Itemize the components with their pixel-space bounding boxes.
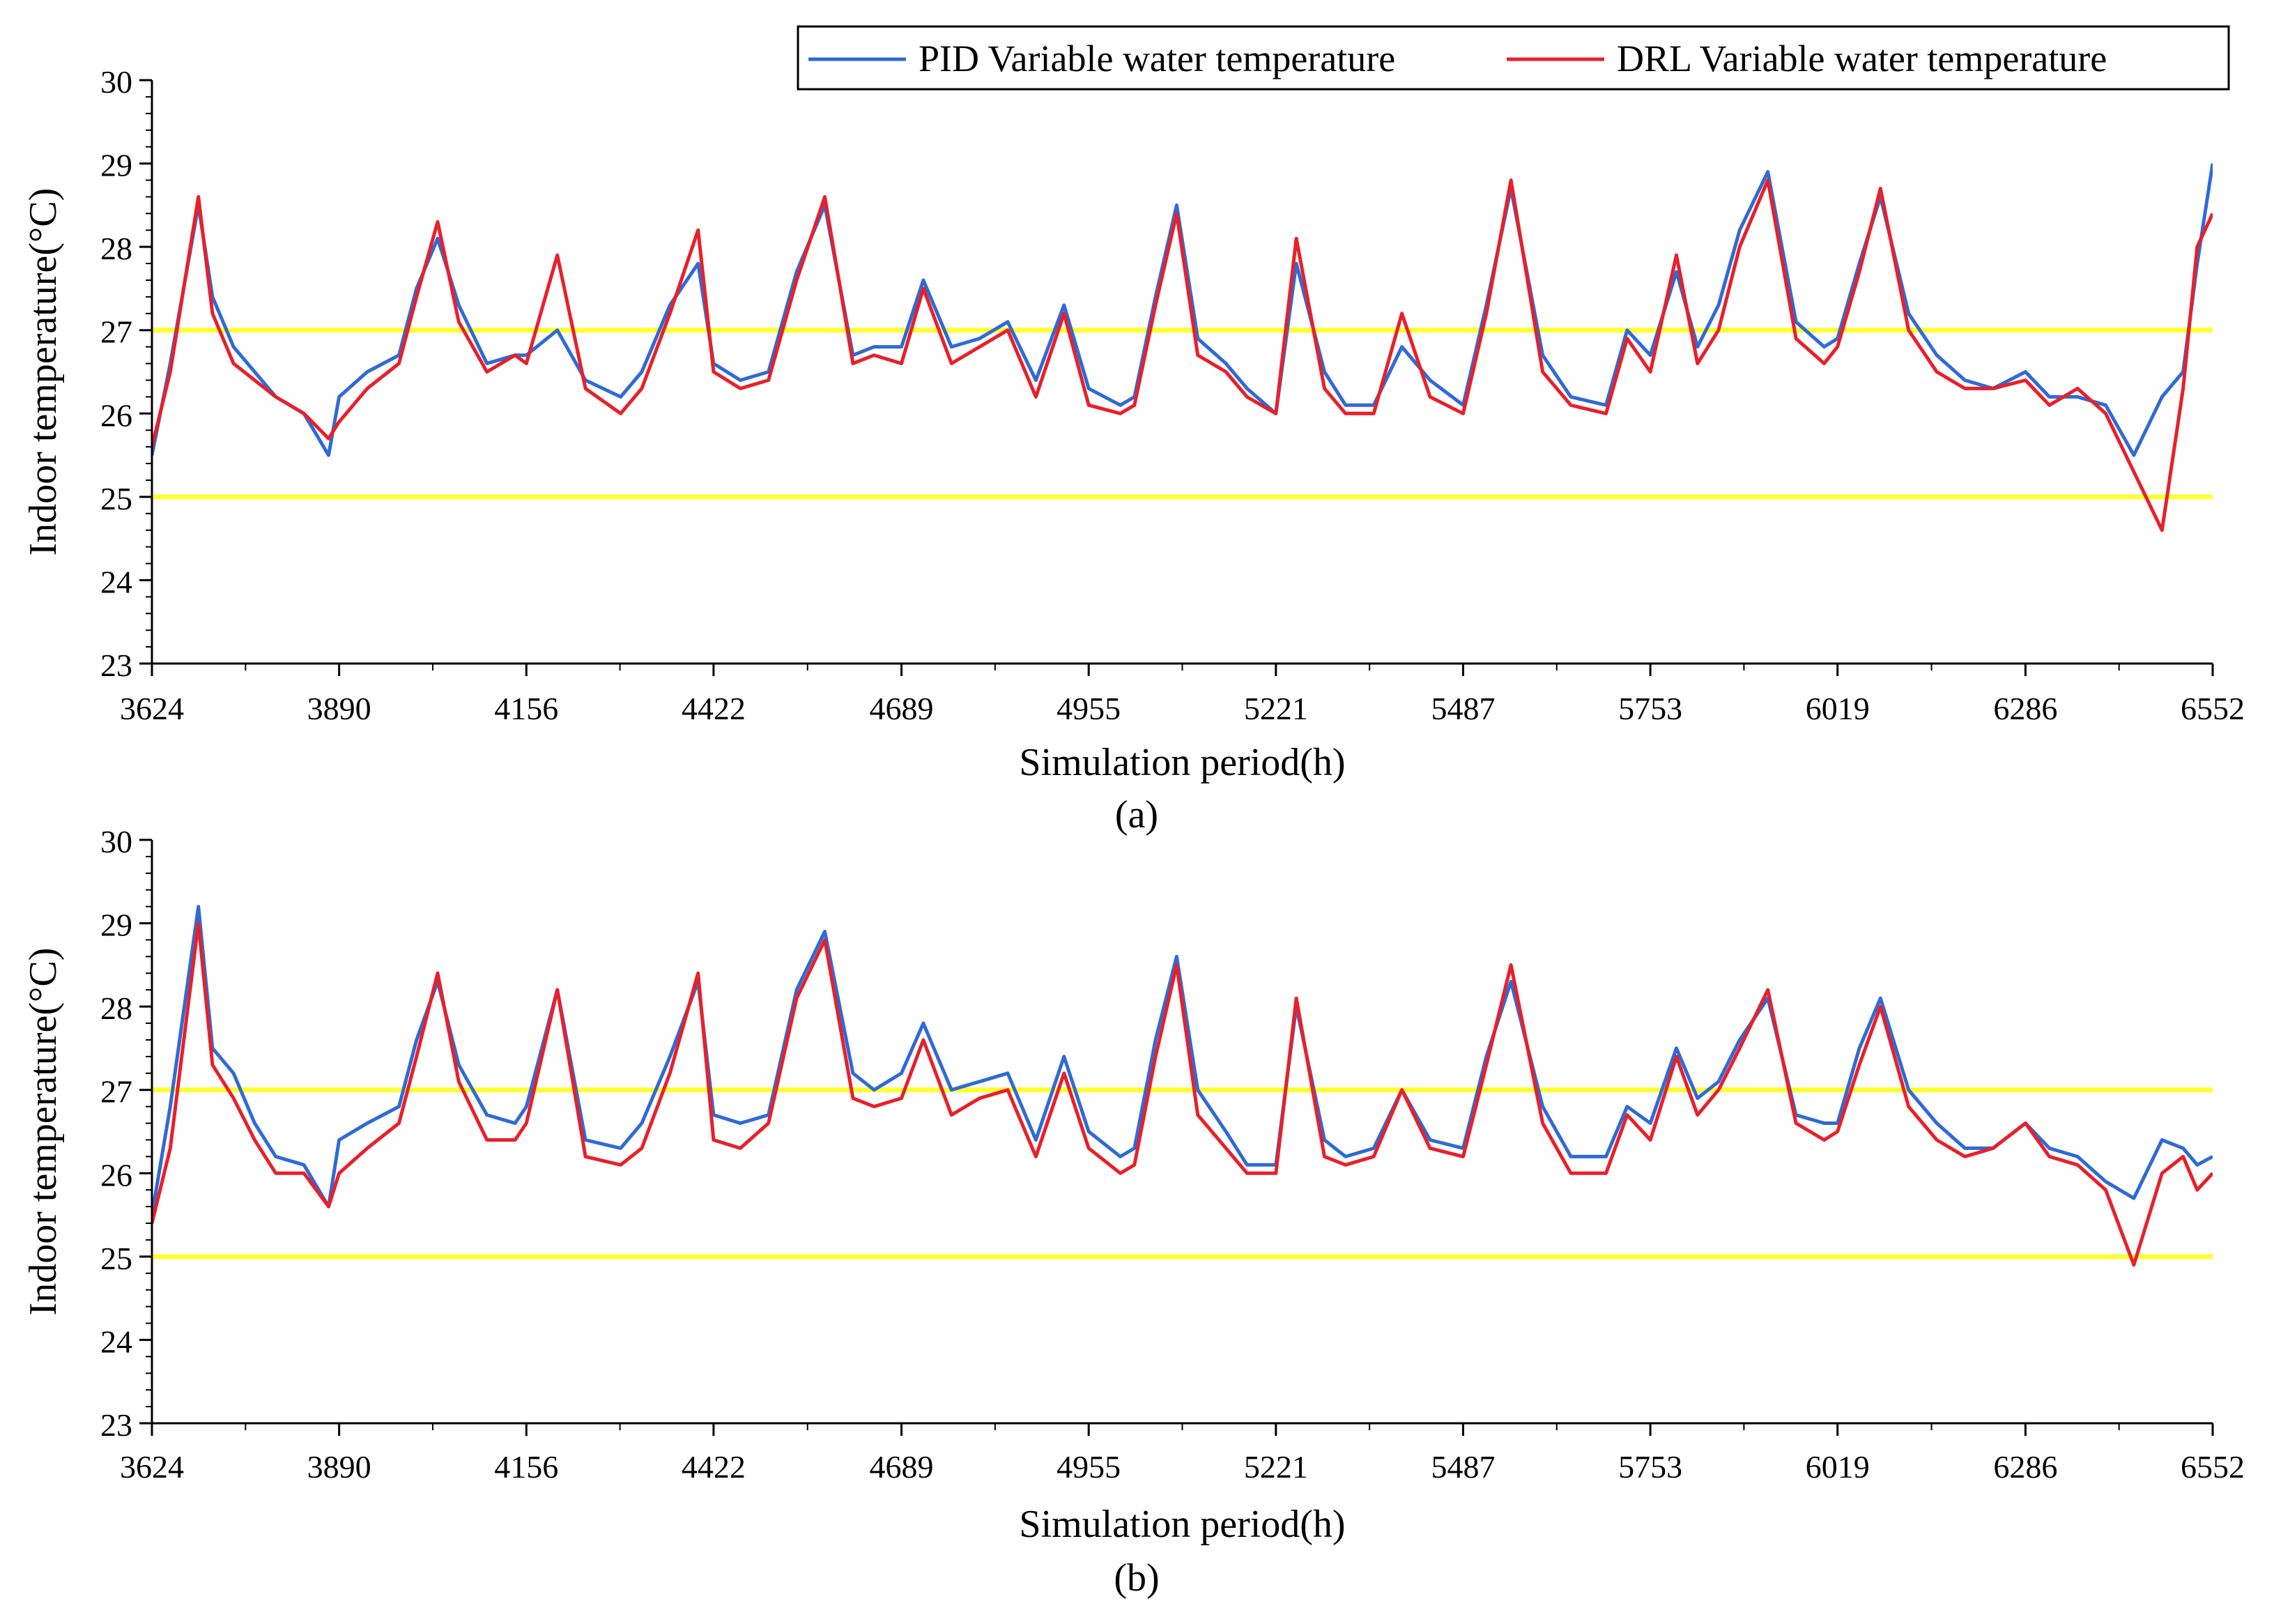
x-axis-label: Simulation period(h) [1019,741,1345,784]
plot-area [152,905,2213,1267]
panel-a-chart: 23 24 25 26 27 28 29 30 3624 3890 4156 4422 4689 4955… [22,25,2245,784]
legend-label-pid: PID Variable water temperature [919,38,1395,79]
x-tick-label: 5487 [1431,1449,1495,1485]
y-tick-label: 27 [100,314,132,350]
y-tick-label: 30 [100,64,132,100]
x-tick-label: 6019 [1806,1449,1870,1485]
panel-a-caption: (a) [1115,793,1158,836]
x-tick-label: 5221 [1244,691,1308,726]
x-tick-label: 5753 [1618,1449,1682,1485]
drl-series-line [152,178,2213,533]
x-tick-label: 3624 [120,1449,184,1485]
y-tick-label: 25 [100,1241,132,1276]
y-tick-label: 29 [100,148,132,183]
y-tick-label: 26 [100,1157,132,1193]
panel-b-chart: 23 24 25 26 27 28 29 30 3624 3890 4156 4422 4689 4955… [22,824,2245,1546]
y-tick-label: 29 [100,907,132,943]
y-tick-label: 23 [100,1407,132,1443]
drl-series-line [152,921,2213,1267]
x-tick-label: 4955 [1057,1449,1121,1485]
y-tick-label: 26 [100,397,132,433]
y-tick-label: 27 [100,1074,132,1110]
x-tick-label: 5221 [1244,1449,1308,1485]
x-tick-label: 4689 [870,691,934,726]
pid-series-line [152,905,2213,1216]
x-axis-label: Simulation period(h) [1019,1503,1345,1546]
legend-label-drl: DRL Variable water temperature [1617,38,2107,79]
plot-area [152,163,2213,533]
x-tick-label: 6552 [2181,691,2245,726]
x-tick-label: 6552 [2181,1449,2245,1485]
x-tick-label: 5487 [1431,691,1495,726]
x-tick-label: 4689 [870,1449,934,1485]
x-tick-label: 3890 [307,691,371,726]
x-tick-label: 4156 [494,1449,558,1485]
x-tick-label: 4955 [1057,691,1121,726]
y-axis-label: Indoor temperature(°C) [22,188,65,556]
legend: PID Variable water temperature DRL Variab… [797,25,2230,91]
x-tick-label: 6286 [1993,1449,2057,1485]
y-tick-label: 30 [100,824,132,859]
x-tick-label: 4156 [494,691,558,726]
x-tick-label: 3890 [307,1449,371,1485]
y-tick-label: 24 [100,564,132,599]
y-axis-label: Indoor temperature(°C) [22,948,65,1316]
x-tick-label: 4422 [682,691,746,726]
panel-b-caption: (b) [1114,1556,1159,1600]
y-tick-label: 25 [100,481,132,516]
x-tick-label: 5753 [1618,691,1682,726]
y-tick-label: 23 [100,648,132,683]
y-tick-label: 24 [100,1324,132,1359]
x-tick-label: 6019 [1806,691,1870,726]
x-tick-label: 3624 [120,691,184,726]
x-tick-label: 4422 [682,1449,746,1485]
y-tick-label: 28 [100,231,132,266]
x-tick-label: 6286 [1993,691,2057,726]
y-tick-label: 28 [100,990,132,1026]
